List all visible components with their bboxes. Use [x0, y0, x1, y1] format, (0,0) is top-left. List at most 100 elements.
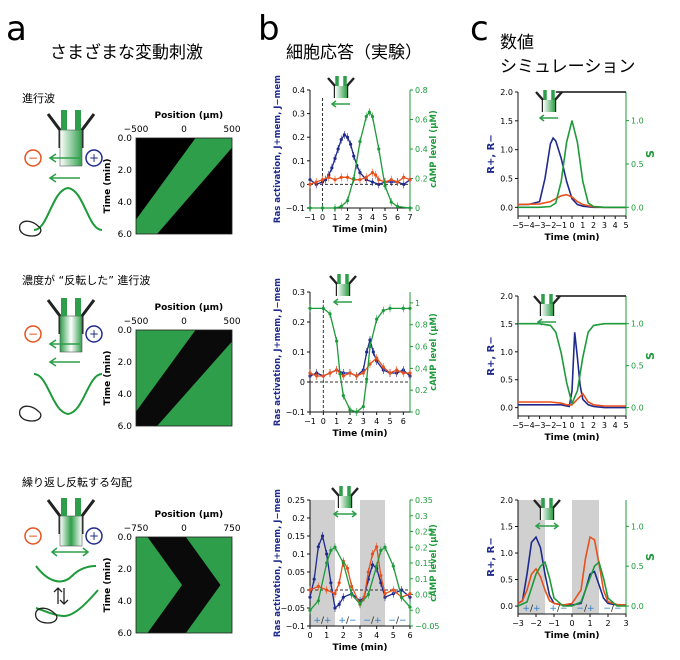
data-point	[333, 545, 337, 549]
series-line-minus	[518, 392, 626, 407]
x-tick-label: 2	[345, 213, 350, 222]
kymograph-xtick: 0	[181, 317, 187, 327]
data-point	[408, 605, 412, 609]
x-tick-label: −4	[523, 421, 535, 430]
data-point	[370, 563, 375, 567]
y2-tick-label: 1	[415, 299, 420, 308]
data-point	[370, 114, 375, 119]
chart-1: −0.100.10.20.30.400.20.40.60.8−1 0 1 2 3 4 5 6 7…	[273, 75, 439, 235]
x-tick-label: 5	[623, 221, 628, 230]
y-tick-label: 0.4	[292, 86, 305, 95]
plus-sign-label: +	[89, 529, 99, 543]
data-point	[358, 178, 362, 182]
y-tick-label: 0	[300, 586, 305, 595]
y2-tick-label: 0.1	[415, 575, 428, 584]
minus-sign-icon	[24, 149, 42, 167]
x-tick-label: 4	[370, 213, 375, 222]
y-tick-label: 2.0	[500, 292, 513, 301]
alternation-label: −/+	[363, 616, 381, 626]
kymograph-ylabel: Time (min)	[103, 351, 113, 406]
data-point	[345, 135, 350, 139]
kymograph-ytick: 6.0	[118, 422, 133, 432]
device-channel	[339, 496, 351, 508]
data-point	[337, 581, 341, 585]
data-point	[388, 371, 392, 375]
x-tick-label: −2	[530, 619, 542, 628]
swap-arrows-icon	[53, 587, 69, 605]
chart-4: 0.0 0.5 1.0 1.5 2.0 0.0 0.5 1.0 −5 −4 −3 −2 −1 0 1 2 3 4 5…	[486, 88, 657, 243]
data-point	[361, 404, 365, 409]
data-point	[316, 584, 320, 589]
x-tick-label: 3	[361, 417, 366, 426]
y-tick-label: 1.5	[500, 320, 513, 329]
data-point	[402, 182, 406, 186]
y-tick-label: −0.1	[286, 408, 305, 417]
y2-tick-label: 0.4	[415, 364, 428, 373]
data-point	[308, 206, 312, 210]
kymograph-ytick: 4.0	[118, 198, 133, 208]
minus-sign-icon	[24, 325, 42, 343]
data-point	[348, 371, 352, 375]
y-tick-label: 0	[300, 378, 305, 387]
data-point	[330, 166, 334, 170]
data-point	[327, 175, 331, 179]
kymograph-2: Position (μm) −500 0 500 0.0 2.0 4.0 6.0 Time (m…	[103, 303, 241, 432]
panel-letter-b: b	[258, 9, 280, 49]
y-axis-label: R+, R−	[486, 537, 497, 576]
data-point	[408, 178, 412, 182]
x-tick-label: −1	[555, 421, 567, 430]
kymograph-frame	[135, 329, 233, 427]
data-point	[370, 552, 375, 556]
kymograph-ytick: 0.0	[118, 326, 133, 336]
cell-icon	[18, 220, 42, 237]
data-point	[342, 133, 346, 137]
y2-axis-label: cAMP level (μM)	[429, 110, 439, 188]
y-tick-label: 0.5	[500, 175, 513, 184]
device-inlet	[541, 294, 553, 304]
kymograph-xtick: −500	[124, 125, 149, 135]
y2-tick-label: 0	[415, 204, 420, 213]
kymograph-frame	[135, 536, 233, 634]
x-tick-label: 3	[623, 619, 628, 628]
data-point	[329, 581, 333, 585]
data-point	[402, 175, 406, 179]
kymograph-xtick: 500	[223, 317, 240, 327]
data-point	[316, 599, 320, 603]
data-point	[364, 114, 368, 119]
chart-2: −0.100.10.20.300.20.40.60.81−1 0 1 2 3 4 5 6Tim…	[273, 274, 439, 439]
data-point	[339, 204, 343, 209]
row-label-3: 繰り返し反転する勾配	[22, 475, 132, 489]
y-tick-label: 1.0	[500, 549, 513, 558]
x-tick-label: 3	[602, 221, 607, 230]
alternation-label: +/−	[338, 616, 356, 626]
kymograph-ytick: 2.0	[118, 358, 133, 368]
data-point	[366, 592, 370, 597]
data-point	[315, 374, 319, 378]
x-axis-label: Time (min)	[545, 631, 600, 641]
data-point	[374, 173, 378, 177]
y2-tick-label: 0.0	[631, 203, 644, 212]
plus-sign-icon	[85, 325, 103, 343]
y-tick-label: 1.0	[500, 348, 513, 357]
y2-tick-label: 1.0	[631, 522, 644, 531]
series-line-camp	[518, 120, 626, 209]
x-tick-label: −1	[304, 417, 316, 426]
y-tick-label: 0.25	[287, 496, 305, 505]
arrow-left-icon	[48, 357, 80, 367]
arrow-left-icon	[536, 318, 556, 326]
kymograph-ytick: 4.0	[118, 597, 133, 607]
y2-tick-label: 0.15	[415, 559, 433, 568]
arrow-left-icon	[538, 114, 558, 122]
data-point	[308, 608, 312, 612]
device-inlet	[335, 76, 347, 86]
minus-sign-label: −	[28, 327, 38, 341]
heading-c-line2: シミュレーション	[500, 57, 635, 77]
device-channel	[335, 86, 347, 98]
y2-tick-label: 0.25	[415, 528, 433, 537]
x-tick-label: 6	[407, 631, 412, 640]
x-tick-label: 1	[332, 213, 337, 222]
row-label-2: 濃度が “反転した” 進行波	[22, 273, 150, 287]
data-point	[328, 312, 332, 316]
panel-letter-a: a	[6, 9, 27, 49]
